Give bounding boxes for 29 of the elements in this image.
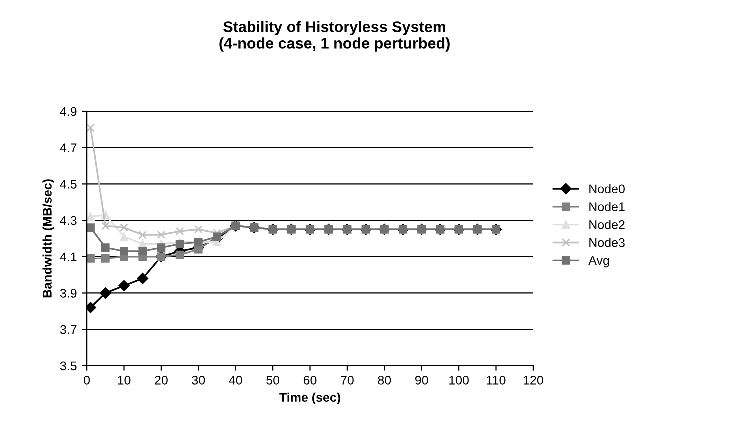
y-tick-label: 4.5 (60, 180, 77, 189)
y-tick-label: 3.9 (60, 289, 77, 298)
x-tick-label: 60 (304, 376, 317, 385)
x-tick-label: 0 (84, 376, 90, 385)
x-tick-label: 120 (524, 376, 544, 385)
x-tick-label: 80 (378, 376, 392, 385)
x-tick-label: 100 (450, 376, 469, 385)
x-tick-label: 50 (266, 376, 280, 385)
legend-label: Node3 (590, 238, 625, 248)
x-tick-label: 20 (155, 376, 168, 385)
legend-label: Node2 (590, 220, 625, 230)
x-tick-label: 110 (487, 376, 506, 385)
y-axis-title: Bandwidth (MB/sec) (42, 180, 54, 298)
legend-label: Node0 (590, 184, 625, 194)
x-tick-label: 40 (229, 376, 242, 385)
x-tick-label: 30 (192, 376, 206, 385)
chart-title: Stability of Historyless System (4-node case, 1 node perturbed) (220, 21, 450, 52)
legend-label: Avg (588, 256, 610, 268)
y-tick-label: 4.3 (60, 216, 77, 226)
y-tick-label: 3.5 (60, 362, 77, 371)
y-tick-label: 3.7 (60, 325, 77, 334)
x-tick-label: 90 (415, 376, 428, 385)
y-tick-label: 4.9 (60, 107, 77, 116)
y-tick-label: 4.1 (60, 252, 77, 262)
x-axis-title: Time (sec) (280, 392, 340, 404)
x-tick-label: 10 (118, 376, 131, 385)
legend-label: Node1 (590, 202, 625, 212)
y-tick-label: 4.7 (60, 144, 77, 152)
x-tick-label: 70 (341, 376, 354, 385)
